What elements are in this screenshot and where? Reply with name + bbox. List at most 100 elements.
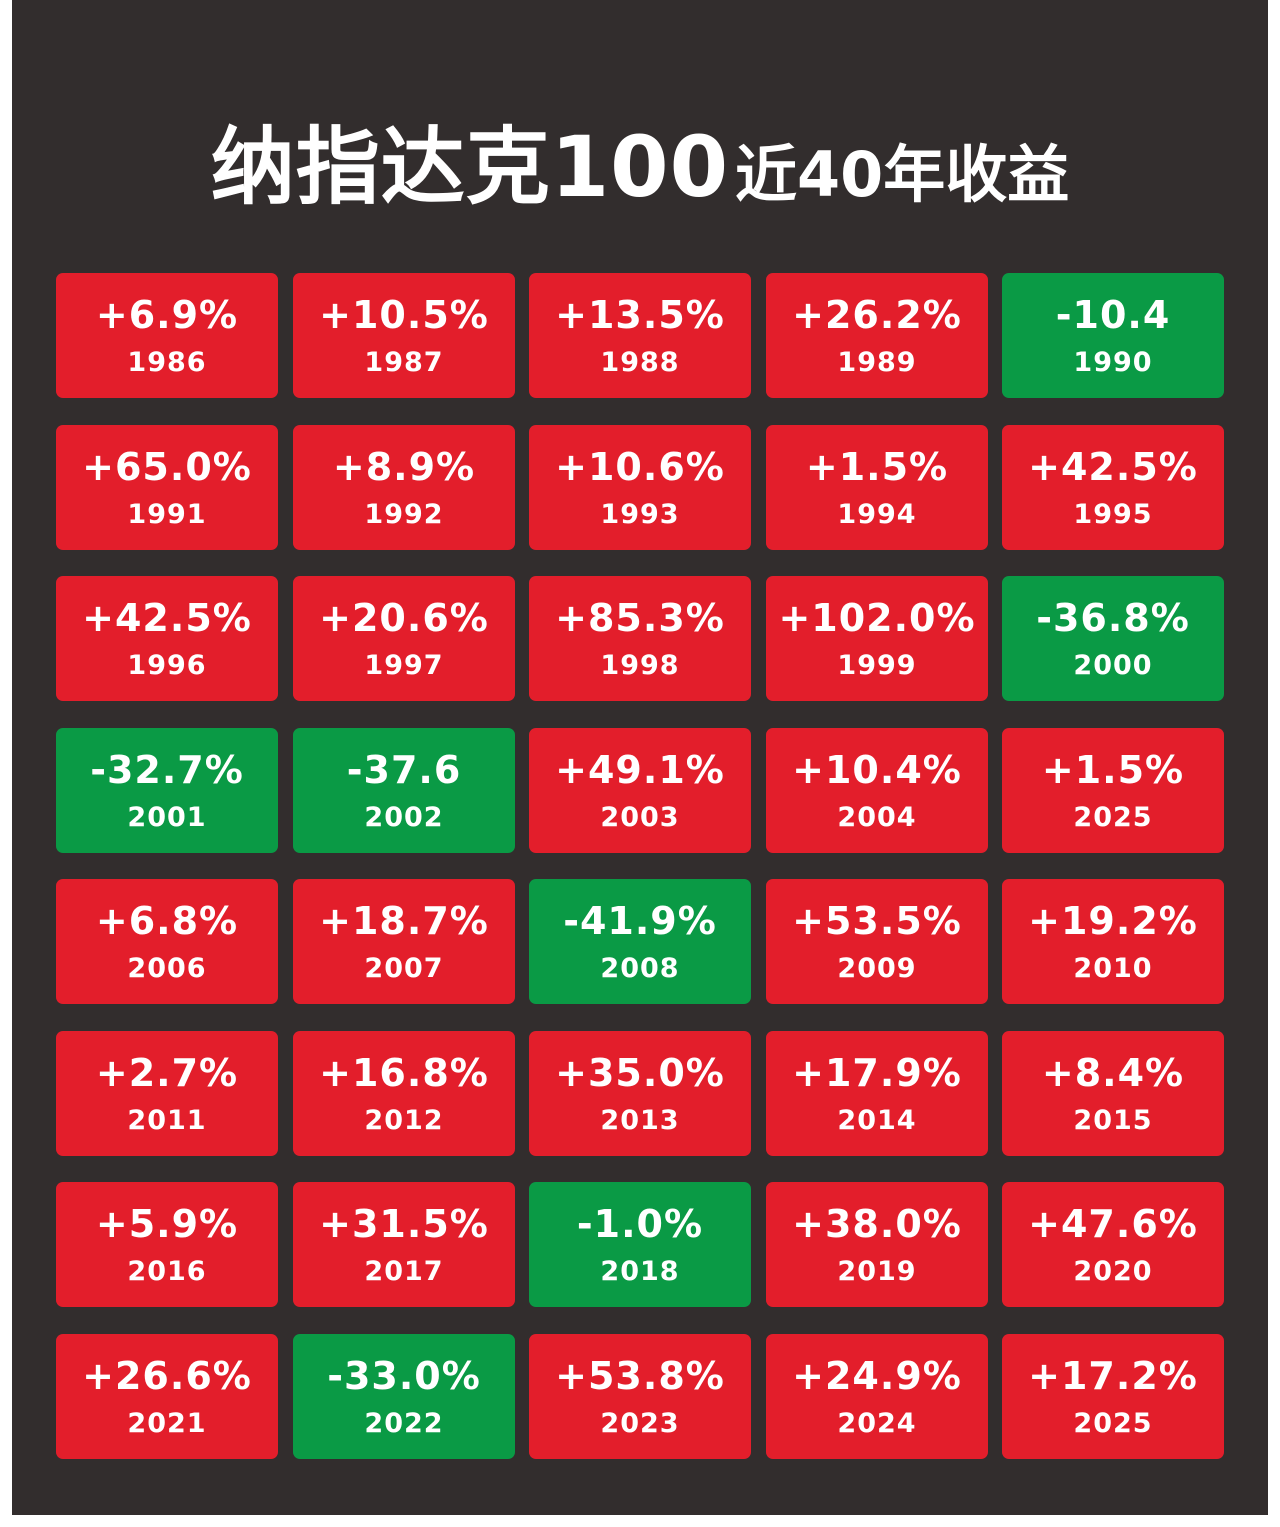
return-value: +53.5% xyxy=(792,899,962,943)
year-tile-2004: +10.4% 2004 xyxy=(766,728,988,853)
return-value: +85.3% xyxy=(555,596,725,640)
return-value: +6.8% xyxy=(95,899,239,943)
year-label: 2023 xyxy=(600,1408,680,1439)
year-tile-2020: +47.6% 2020 xyxy=(1002,1182,1224,1307)
year-tile-1994: +1.5% 1994 xyxy=(766,425,988,550)
return-value: +16.8% xyxy=(319,1051,489,1095)
return-value: +31.5% xyxy=(319,1202,489,1246)
year-tile-2017: +31.5% 2017 xyxy=(293,1182,515,1307)
return-value: +42.5% xyxy=(82,596,252,640)
title-sub: 近40年收益 xyxy=(735,138,1070,211)
year-label: 2008 xyxy=(600,953,680,984)
return-value: +49.1% xyxy=(555,748,725,792)
year-tile-1988: +13.5% 1988 xyxy=(529,273,751,398)
year-label: 1999 xyxy=(837,650,917,681)
year-tile-2014: +17.9% 2014 xyxy=(766,1031,988,1156)
year-label: 1990 xyxy=(1073,347,1153,378)
year-label: 1996 xyxy=(127,650,207,681)
year-tile-2000: -36.8% 2000 xyxy=(1002,576,1224,701)
year-label: 2016 xyxy=(127,1256,207,1287)
year-tile-2024: +24.9% 2024 xyxy=(766,1334,988,1459)
year-label: 1993 xyxy=(600,499,680,530)
year-label: 2002 xyxy=(364,802,444,833)
return-value: -36.8% xyxy=(1036,596,1190,640)
year-tile-1990: -10.4 1990 xyxy=(1002,273,1224,398)
return-value: -32.7% xyxy=(90,748,244,792)
year-label: 2025 xyxy=(1073,1408,1153,1439)
year-tile-2009: +53.5% 2009 xyxy=(766,879,988,1004)
year-tile-2003: +49.1% 2003 xyxy=(529,728,751,853)
year-tile-2022: -33.0% 2022 xyxy=(293,1334,515,1459)
year-label: 2021 xyxy=(127,1408,207,1439)
return-value: +17.9% xyxy=(792,1051,962,1095)
year-label: 2011 xyxy=(127,1105,207,1136)
year-tile-2011: +2.7% 2011 xyxy=(56,1031,278,1156)
title-main: 纳指达克100 xyxy=(210,118,730,216)
return-value: +18.7% xyxy=(319,899,489,943)
year-label: 2013 xyxy=(600,1105,680,1136)
year-tile-2023: +53.8% 2023 xyxy=(529,1334,751,1459)
year-label: 2019 xyxy=(837,1256,917,1287)
year-label: 1995 xyxy=(1073,499,1153,530)
return-value: +2.7% xyxy=(95,1051,239,1095)
return-value: -1.0% xyxy=(576,1202,704,1246)
year-label: 2000 xyxy=(1073,650,1153,681)
return-value: +10.6% xyxy=(555,445,725,489)
return-value: +42.5% xyxy=(1028,445,1198,489)
year-tile-1989: +26.2% 1989 xyxy=(766,273,988,398)
return-value: -33.0% xyxy=(327,1354,481,1398)
return-value: +65.0% xyxy=(82,445,252,489)
return-value: +102.0% xyxy=(778,596,976,640)
year-tile-2016: +5.9% 2016 xyxy=(56,1182,278,1307)
year-tile-1999: +102.0% 1999 xyxy=(766,576,988,701)
return-value: +1.5% xyxy=(805,445,949,489)
year-label: 1991 xyxy=(127,499,207,530)
year-label: 2006 xyxy=(127,953,207,984)
year-label: 2001 xyxy=(127,802,207,833)
year-tile-2013: +35.0% 2013 xyxy=(529,1031,751,1156)
year-label: 2024 xyxy=(837,1408,917,1439)
return-value: +17.2% xyxy=(1028,1354,1198,1398)
year-label: 2018 xyxy=(600,1256,680,1287)
year-label: 2025 xyxy=(1073,802,1153,833)
year-label: 2012 xyxy=(364,1105,444,1136)
return-value: +6.9% xyxy=(95,293,239,337)
return-value: +20.6% xyxy=(319,596,489,640)
year-tile-2008: -41.9% 2008 xyxy=(529,879,751,1004)
year-tile-1991: +65.0% 1991 xyxy=(56,425,278,550)
year-label: 1998 xyxy=(600,650,680,681)
return-value: +1.5% xyxy=(1041,748,1185,792)
year-label: 2022 xyxy=(364,1408,444,1439)
year-tile-2007: +18.7% 2007 xyxy=(293,879,515,1004)
return-value: +10.4% xyxy=(792,748,962,792)
year-label: 2009 xyxy=(837,953,917,984)
return-value: +8.9% xyxy=(332,445,476,489)
year-tile-2015: +8.4% 2015 xyxy=(1002,1031,1224,1156)
year-tile-2002: -37.6 2002 xyxy=(293,728,515,853)
return-value: +10.5% xyxy=(319,293,489,337)
year-tile-1996: +42.5% 1996 xyxy=(56,576,278,701)
return-value: -41.9% xyxy=(563,899,717,943)
year-tile-1997: +20.6% 1997 xyxy=(293,576,515,701)
year-label: 1988 xyxy=(600,347,680,378)
year-tile-1992: +8.9% 1992 xyxy=(293,425,515,550)
year-tile-1986: +6.9% 1986 xyxy=(56,273,278,398)
return-value: +26.6% xyxy=(82,1354,252,1398)
year-label: 1992 xyxy=(364,499,444,530)
year-tile-1995: +42.5% 1995 xyxy=(1002,425,1224,550)
year-label: 2010 xyxy=(1073,953,1153,984)
return-value: +26.2% xyxy=(792,293,962,337)
year-label: 2020 xyxy=(1073,1256,1153,1287)
return-value: +24.9% xyxy=(792,1354,962,1398)
return-value: +5.9% xyxy=(95,1202,239,1246)
return-value: -37.6 xyxy=(346,748,462,792)
year-label: 2007 xyxy=(364,953,444,984)
year-tile-2010: +19.2% 2010 xyxy=(1002,879,1224,1004)
year-label: 1989 xyxy=(837,347,917,378)
year-tile-2025: +17.2% 2025 xyxy=(1002,1334,1224,1459)
year-tile-2021: +26.6% 2021 xyxy=(56,1334,278,1459)
return-value: +8.4% xyxy=(1041,1051,1185,1095)
year-label: 1994 xyxy=(837,499,917,530)
year-tile-2006: +6.8% 2006 xyxy=(56,879,278,1004)
year-label: 2015 xyxy=(1073,1105,1153,1136)
